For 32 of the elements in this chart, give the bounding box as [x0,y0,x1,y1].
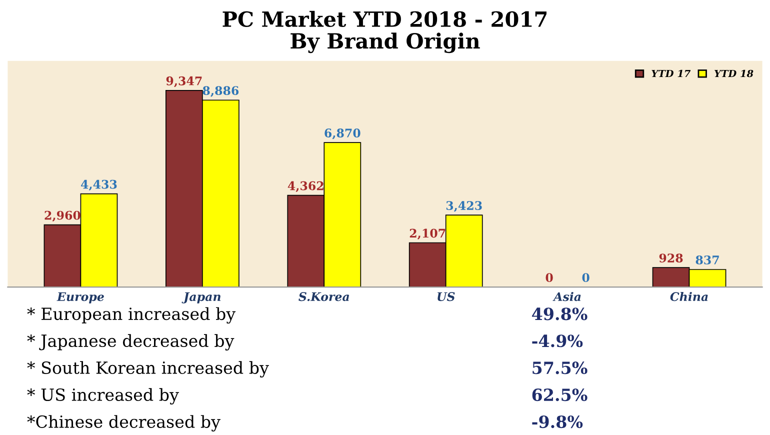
data-label: 0 [546,273,553,282]
data-label: 2,960 [44,210,80,222]
data-label: 8,886 [202,86,239,97]
data-label: 3,423 [446,201,482,212]
chart-title: PC Market YTD 2018 - 2017 [222,10,546,27]
legend-label: YTD 18 [714,70,754,78]
text: 49.8% [532,308,588,320]
text: *Chinese decreased by [27,415,220,432]
text: * Japanese decreased by [27,334,234,351]
text: * US increased by [27,388,179,404]
chart-subtitle: By Brand Origin [290,32,480,54]
legend-label: YTD 17 [652,70,691,78]
text: * South Korean increased by [27,361,269,378]
x-tick-label: US [438,292,455,302]
data-label: 9,347 [166,76,202,88]
data-label: 928 [659,254,683,263]
x-tick-label: Japan [182,292,221,304]
x-tick-label: Asia [552,292,581,302]
text: * European increased by [27,307,236,324]
data-label: 2,107 [410,228,446,240]
data-label: 837 [696,255,719,264]
x-tick-label: Europe [56,292,104,304]
data-label: 6,870 [324,128,360,140]
data-label: 4,433 [80,180,117,191]
data-label: 4,362 [288,181,324,192]
text: 57.5% [532,362,588,374]
x-tick-label: S.Korea [298,292,350,302]
data-label: 0 [582,273,590,282]
text: 62.5% [532,388,588,402]
x-tick-label: China [670,292,708,302]
text: -4.9% [532,334,583,348]
text: -9.8% [532,415,583,428]
